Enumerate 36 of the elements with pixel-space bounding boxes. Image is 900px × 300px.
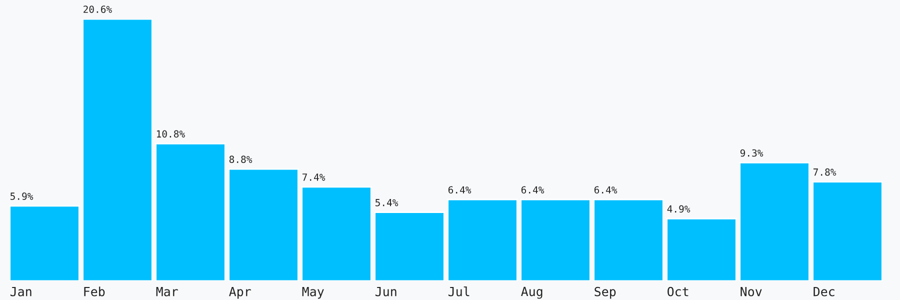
data-label: 6.4%: [594, 186, 618, 194]
x-tick-label: Jun: [375, 287, 396, 296]
x-tick-label: Feb: [84, 286, 105, 296]
data-label: 9.3%: [740, 149, 764, 157]
x-tick-label: Oct: [668, 286, 688, 296]
data-label: 20.6%: [84, 6, 112, 13]
bar: [301, 186, 372, 281]
bar: [447, 198, 518, 281]
data-label: 7.4%: [302, 174, 326, 181]
bar: [374, 212, 445, 281]
data-label: 5.4%: [376, 199, 398, 206]
bar: [155, 142, 226, 281]
x-tick-label: May: [302, 287, 324, 299]
x-tick-label: Nov: [740, 287, 762, 296]
bar: [228, 168, 299, 281]
x-tick-label: Sep: [594, 286, 616, 299]
bar: [739, 162, 810, 281]
bar: [593, 198, 664, 281]
x-tick-label: Jan: [10, 287, 32, 296]
data-label: 6.4%: [521, 186, 544, 194]
data-label: 6.4%: [448, 186, 472, 194]
x-tick-label: Mar: [156, 287, 178, 296]
data-label: 7.8%: [813, 168, 836, 176]
bar: [82, 19, 153, 281]
data-label: 10.8%: [156, 130, 185, 138]
bar: [666, 218, 737, 281]
data-label: 5.9%: [10, 192, 34, 200]
data-label: 4.9%: [667, 205, 690, 213]
bar: [9, 205, 80, 281]
x-tick-label: Jul: [448, 286, 470, 296]
data-label: 8.8%: [229, 156, 252, 164]
x-tick-label: Aug: [521, 286, 542, 299]
bar: [520, 198, 591, 281]
bar: [812, 181, 883, 281]
x-tick-label: Apr: [229, 287, 251, 299]
x-tick-label: Dec: [814, 287, 834, 296]
